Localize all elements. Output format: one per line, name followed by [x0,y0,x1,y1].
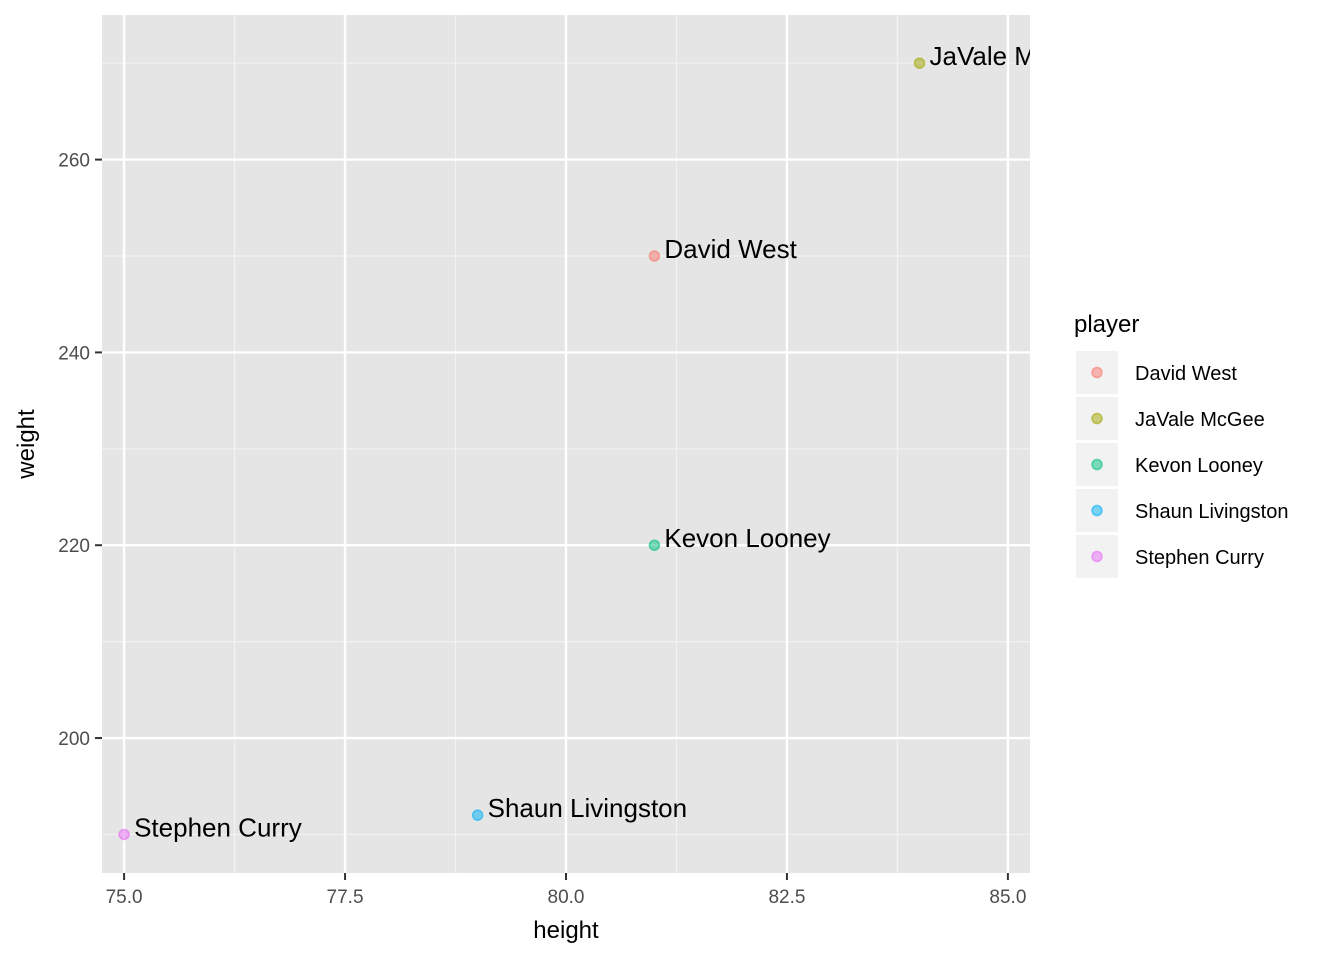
legend-entry: Stephen Curry [1135,547,1264,569]
legend: player David West JaVale McGee Kevon Loone… [1074,311,1288,578]
data-point [648,250,661,262]
legend-swatch [1091,504,1103,517]
data-point-label: JaVale Mc [930,41,1049,71]
data-point [648,539,661,551]
y-axis: 200 220 240 260 [58,151,102,750]
data-point-label: Stephen Curry [134,812,302,842]
legend-entry: JaVale McGee [1135,409,1265,431]
y-tick-label: 200 [58,729,90,750]
data-point [471,809,484,821]
legend-swatch [1091,366,1103,379]
x-axis: 75.0 77.5 80.0 82.5 85.0 [106,873,1026,908]
data-point-label: Shaun Livingston [488,793,687,823]
x-axis-title: height [533,917,599,944]
data-point-label: David West [664,234,797,264]
y-tick-label: 240 [58,343,90,364]
y-tick-label: 260 [58,151,90,172]
legend-entry: Kevon Looney [1135,455,1263,477]
data-marks: David West JaVale Mc Kevon Looney Shaun Liv… [118,41,1049,842]
legend-swatch [1091,550,1103,563]
plot-panel: David West JaVale Mc Kevon Looney Shaun Liv… [102,15,1049,873]
legend-title: player [1074,311,1139,338]
data-point [118,828,130,841]
x-tick-label: 80.0 [548,887,585,908]
legend-swatch [1091,412,1103,425]
y-tick-label: 220 [58,536,90,557]
x-tick-label: 75.0 [106,887,143,908]
legend-entry: David West [1135,363,1237,385]
x-tick-label: 82.5 [768,887,805,908]
data-point-label: Kevon Looney [664,523,830,553]
y-axis-title: weight [13,409,40,480]
x-tick-label: 77.5 [327,887,364,908]
x-tick-label: 85.0 [989,887,1026,908]
data-point [913,57,926,69]
legend-entry: Shaun Livingston [1135,501,1288,523]
legend-swatch [1091,458,1103,471]
